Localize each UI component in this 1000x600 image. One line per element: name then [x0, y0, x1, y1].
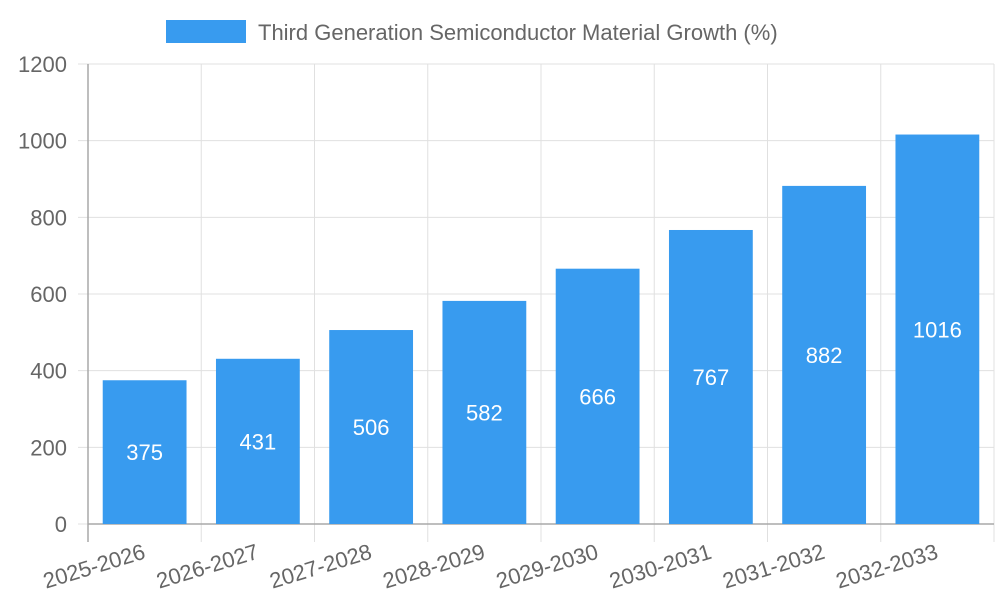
bar-value-label: 1016 — [913, 317, 962, 342]
x-tick-label: 2025-2026 — [40, 539, 148, 594]
x-tick-label: 2032-2033 — [833, 539, 941, 594]
bar-value-label: 882 — [806, 343, 843, 368]
x-axis-ticks: 2025-2026 2026-2027 2027-2028 2028-2029 2029… — [40, 539, 941, 594]
bar[interactable] — [102, 380, 187, 524]
bar[interactable] — [895, 134, 980, 525]
x-tick-label: 2031-2032 — [720, 539, 828, 594]
bar-value-label: 666 — [579, 384, 616, 409]
y-tick-label: 200 — [30, 435, 67, 460]
bar-value-label: 431 — [240, 429, 277, 454]
bar-value-label: 506 — [353, 415, 390, 440]
y-tick-label: 1000 — [18, 129, 67, 154]
y-tick-label: 600 — [30, 282, 67, 307]
x-tick-label: 2027-2028 — [267, 539, 375, 594]
bar[interactable] — [215, 358, 300, 524]
bar[interactable] — [782, 185, 867, 524]
bar[interactable] — [442, 300, 527, 524]
legend[interactable]: Third Generation Semiconductor Material … — [166, 20, 778, 45]
bars: 375 431 506 582 666 767 882 1016 — [102, 134, 980, 525]
bar[interactable] — [668, 229, 753, 524]
y-tick-label: 400 — [30, 359, 67, 384]
bar[interactable] — [329, 330, 414, 524]
y-tick-label: 0 — [55, 512, 67, 537]
bar[interactable] — [555, 268, 640, 524]
bar-value-label: 582 — [466, 400, 503, 425]
x-tick-label: 2030-2031 — [606, 539, 714, 594]
y-tick-label: 800 — [30, 205, 67, 230]
bar-value-label: 375 — [126, 440, 163, 465]
legend-label: Third Generation Semiconductor Material … — [258, 20, 778, 45]
x-tick-label: 2029-2030 — [493, 539, 601, 594]
x-tick-label: 2026-2027 — [153, 539, 261, 594]
legend-swatch — [166, 20, 246, 43]
x-tick-label: 2028-2029 — [380, 539, 488, 594]
bar-value-label: 767 — [693, 365, 730, 390]
y-axis-ticks: 0 200 400 600 800 1000 1200 — [18, 52, 67, 537]
y-tick-label: 1200 — [18, 52, 67, 77]
